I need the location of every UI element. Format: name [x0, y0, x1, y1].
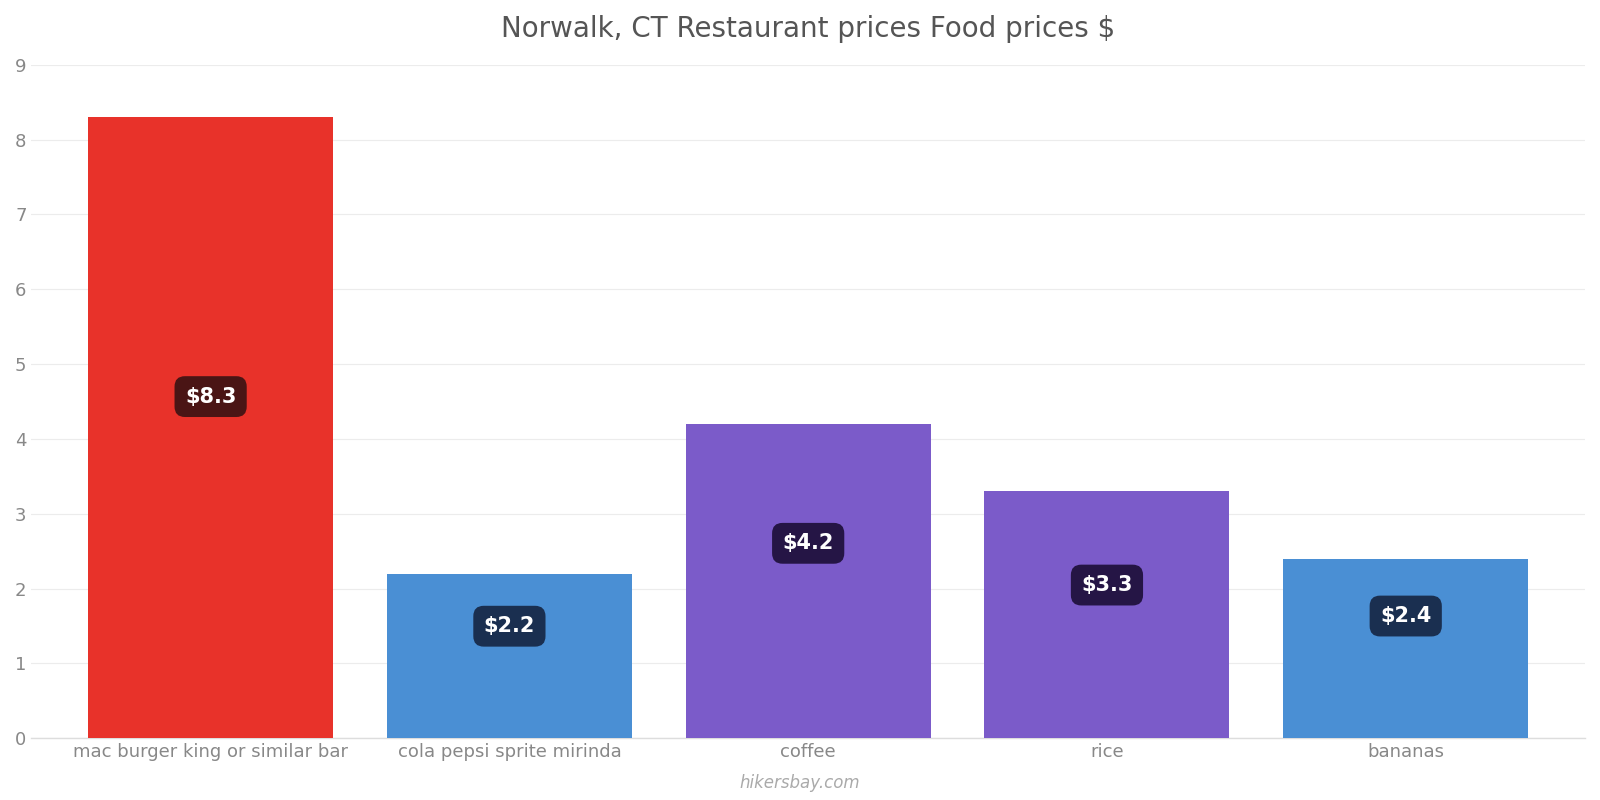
Bar: [984, 491, 1229, 738]
Bar: [387, 574, 632, 738]
Text: $3.3: $3.3: [1082, 575, 1133, 595]
Text: $8.3: $8.3: [186, 386, 237, 406]
Text: $2.2: $2.2: [483, 616, 534, 636]
Bar: [88, 117, 333, 738]
Text: hikersbay.com: hikersbay.com: [739, 774, 861, 792]
Title: Norwalk, CT Restaurant prices Food prices $: Norwalk, CT Restaurant prices Food price…: [501, 15, 1115, 43]
Bar: [1283, 558, 1528, 738]
Text: $2.4: $2.4: [1381, 606, 1432, 626]
Bar: [686, 424, 931, 738]
Text: $4.2: $4.2: [782, 534, 834, 554]
